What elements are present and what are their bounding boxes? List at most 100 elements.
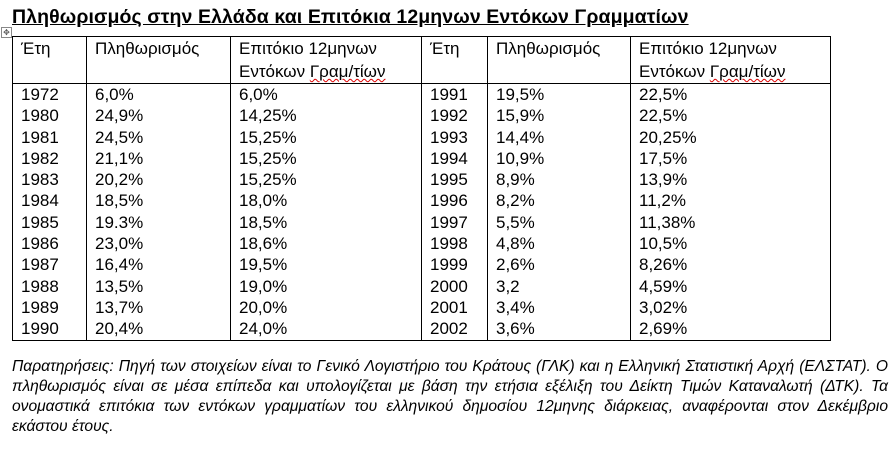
year-cell-right: 1993	[421, 126, 488, 148]
rate-cell-left: 15,25%	[230, 169, 422, 191]
rate-cell-left: 14,25%	[230, 105, 422, 127]
inflation-cell-right: 3,6%	[487, 318, 631, 341]
inflation-cell-left: 24,9%	[86, 105, 231, 127]
year-cell-left: 1981	[12, 126, 87, 148]
inflation-cell-right: 8,9%	[487, 169, 631, 191]
rate-cell-right: 8,26%	[630, 254, 831, 276]
rate-cell-left: 20,0%	[230, 296, 422, 319]
rate-cell-right: 11,38%	[630, 211, 831, 234]
inflation-cell-right: 10,9%	[487, 147, 631, 170]
rate-cell-left: 15,25%	[230, 126, 422, 148]
inflation-cell-left: 20,4%	[86, 318, 231, 341]
rate-cell-right: 11,2%	[630, 190, 831, 212]
year-cell-left: 1989	[12, 296, 87, 319]
table-row: 1985 19.3% 18,5% 1997 5,5% 11,38%	[12, 211, 831, 234]
header-inflation-left: Πληθωρισμός	[86, 36, 231, 84]
rate-cell-left: 15,25%	[230, 147, 422, 170]
header-rate-line2b: Γραμ/τίων	[309, 62, 386, 81]
inflation-cell-left: 13,7%	[86, 296, 231, 319]
rate-cell-left: 18,0%	[230, 190, 422, 212]
table-row: 1983 20,2% 15,25% 1995 8,9% 13,9%	[12, 169, 831, 191]
year-cell-right: 1994	[421, 147, 488, 170]
year-cell-left: 1983	[12, 169, 87, 191]
inflation-cell-left: 6,0%	[86, 83, 231, 106]
inflation-cell-right: 3,4%	[487, 296, 631, 319]
year-cell-left: 1984	[12, 190, 87, 212]
year-cell-right: 1999	[421, 254, 488, 276]
year-cell-left: 1982	[12, 147, 87, 170]
rate-cell-right: 3,02%	[630, 296, 831, 319]
table-row: 1982 21,1% 15,25% 1994 10,9% 17,5%	[12, 147, 831, 170]
rate-cell-right: 20,25%	[630, 126, 831, 148]
rate-cell-right: 2,69%	[630, 318, 831, 341]
year-cell-left: 1980	[12, 105, 87, 127]
year-cell-left: 1990	[12, 318, 87, 341]
rate-cell-left: 19,5%	[230, 254, 422, 276]
inflation-cell-right: 4,8%	[487, 233, 631, 255]
header-rate-line1: Επιτόκιο 12μηνων	[639, 39, 777, 58]
year-cell-right: 2001	[421, 296, 488, 319]
table-move-handle-icon[interactable]: ✥	[1, 27, 12, 38]
table-row: 1989 13,7% 20,0% 2001 3,4% 3,02%	[12, 296, 831, 319]
year-cell-left: 1972	[12, 83, 87, 106]
rate-cell-right: 22,5%	[630, 105, 831, 127]
inflation-cell-left: 20,2%	[86, 169, 231, 191]
header-rate-line2a: Εντόκων	[639, 62, 710, 81]
rate-cell-right: 4,59%	[630, 275, 831, 297]
rate-cell-right: 10,5%	[630, 233, 831, 255]
year-cell-right: 1998	[421, 233, 488, 255]
table-row: 1984 18,5% 18,0% 1996 8,2% 11,2%	[12, 190, 831, 212]
table-row: 1987 16,4% 19,5% 1999 2,6% 8,26%	[12, 254, 831, 276]
inflation-cell-left: 19.3%	[86, 211, 231, 234]
table-row: 1980 24,9% 14,25% 1992 15,9% 22,5%	[12, 105, 831, 127]
header-rate-right: Επιτόκιο 12μηνων Εντόκων Γραμ/τίων	[630, 36, 831, 84]
notes-paragraph: Παρατηρήσεις: Πηγή των στοιχείων είναι τ…	[12, 358, 888, 435]
table-body: 1972 6,0% 6,0% 1991 19,5% 22,5% 1980 24,9% 14,25…	[12, 83, 831, 341]
inflation-cell-left: 24,5%	[86, 126, 231, 148]
inflation-cell-right: 14,4%	[487, 126, 631, 148]
header-rate-line2b: Γραμ/τίων	[709, 62, 786, 81]
inflation-cell-left: 13,5%	[86, 275, 231, 297]
data-table: Έτη Πληθωρισμός Επιτόκιο 12μηνων Εντόκων …	[12, 36, 831, 341]
header-rate-left: Επιτόκιο 12μηνων Εντόκων Γραμ/τίων	[230, 36, 422, 84]
rate-cell-left: 24,0%	[230, 318, 422, 341]
header-rate-line2a: Εντόκων	[239, 62, 310, 81]
year-cell-right: 2002	[421, 318, 488, 341]
rate-cell-left: 19,0%	[230, 275, 422, 297]
document-title: Πληθωρισμός στην Ελλάδα και Επιτόκια 12μ…	[12, 6, 689, 28]
inflation-cell-left: 16,4%	[86, 254, 231, 276]
rate-cell-right: 17,5%	[630, 147, 831, 170]
year-cell-left: 1987	[12, 254, 87, 276]
inflation-cell-right: 8,2%	[487, 190, 631, 212]
header-rate-line1: Επιτόκιο 12μηνων	[239, 39, 377, 58]
year-cell-right: 1995	[421, 169, 488, 191]
year-cell-right: 1991	[421, 83, 488, 106]
year-cell-right: 1996	[421, 190, 488, 212]
table-header-row: Έτη Πληθωρισμός Επιτόκιο 12μηνων Εντόκων …	[12, 36, 831, 84]
inflation-cell-left: 23,0%	[86, 233, 231, 255]
header-year-left: Έτη	[12, 36, 87, 84]
table-row: 1972 6,0% 6,0% 1991 19,5% 22,5%	[12, 83, 831, 106]
inflation-cell-right: 5,5%	[487, 211, 631, 234]
rate-cell-right: 22,5%	[630, 83, 831, 106]
rate-cell-left: 18,5%	[230, 211, 422, 234]
header-year-right: Έτη	[421, 36, 488, 84]
year-cell-right: 1997	[421, 211, 488, 234]
year-cell-left: 1985	[12, 211, 87, 234]
year-cell-right: 2000	[421, 275, 488, 297]
year-cell-left: 1986	[12, 233, 87, 255]
table-row: 1988 13,5% 19,0% 2000 3,2 4,59%	[12, 275, 831, 297]
table-row: 1986 23,0% 18,6% 1998 4,8% 10,5%	[12, 233, 831, 255]
table-row: 1981 24,5% 15,25% 1993 14,4% 20,25%	[12, 126, 831, 148]
rate-cell-left: 18,6%	[230, 233, 422, 255]
inflation-cell-right: 3,2	[487, 275, 631, 297]
inflation-cell-right: 2,6%	[487, 254, 631, 276]
inflation-cell-left: 18,5%	[86, 190, 231, 212]
table-row: 1990 20,4% 24,0% 2002 3,6% 2,69%	[12, 318, 831, 341]
year-cell-right: 1992	[421, 105, 488, 127]
inflation-cell-right: 19,5%	[487, 83, 631, 106]
header-inflation-right: Πληθωρισμός	[487, 36, 631, 84]
rate-cell-left: 6,0%	[230, 83, 422, 106]
rate-cell-right: 13,9%	[630, 169, 831, 191]
inflation-cell-left: 21,1%	[86, 147, 231, 170]
